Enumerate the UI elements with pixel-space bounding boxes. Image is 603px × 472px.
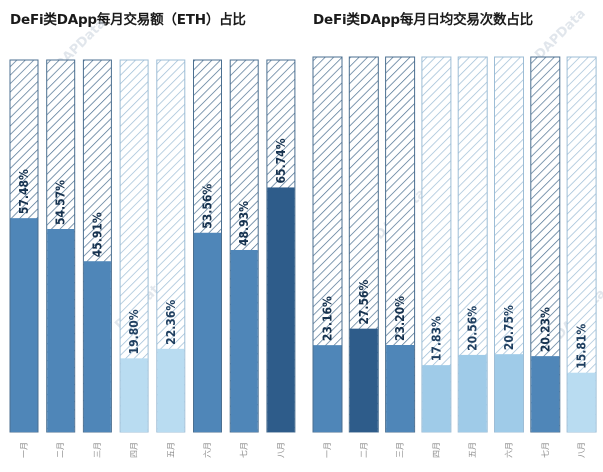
data-label: 23.20% [393,296,407,341]
data-label: 65.74% [274,138,288,183]
bar [458,354,487,432]
data-label: 20.75% [502,305,516,350]
data-label: 20.23% [538,307,552,352]
bar [157,348,185,432]
x-tick-label: 六月 [504,442,514,458]
right-chart-title: DeFi类DApp每月日均交易次数占比 [313,12,533,28]
bar [47,228,75,432]
x-tick-label: 六月 [202,442,212,458]
x-tick-label: 七月 [240,442,249,458]
left-chart-title: DeFi类DApp每月交易额（ETH）占比 [10,12,246,28]
bar [230,249,258,432]
data-label: 48.93% [237,201,251,246]
x-tick-label: 八月 [577,442,586,458]
x-tick-label: 二月 [359,442,368,458]
x-tick-label: 七月 [541,442,550,458]
x-tick-label: 一月 [20,442,29,458]
bar [567,372,596,432]
bar [386,345,415,432]
bar [349,328,378,432]
data-label: 15.81% [575,324,589,369]
bar [267,187,295,432]
x-tick-label: 二月 [56,442,65,458]
bar [422,365,451,432]
bar [313,345,342,432]
x-tick-label: 三月 [93,442,102,458]
watermark: DAPData [532,6,589,63]
right-chart: 23.16% 一月 27.56% 二月 23.20% 三月 17.83% 四月 20.56% 五月… [312,56,597,458]
data-label: 45.91% [90,212,104,257]
data-label: 54.57% [54,180,68,225]
x-tick-label: 一月 [323,442,332,458]
bar [531,356,560,432]
data-label: 19.80% [127,309,141,354]
bar [194,232,221,432]
data-label: 27.56% [357,280,371,325]
x-tick-label: 八月 [276,442,285,458]
bar [120,358,148,432]
data-label: 22.36% [164,300,178,345]
x-tick-label: 五月 [166,442,175,458]
bar [10,218,38,432]
left-chart: 57.48% 一月 54.57% 二月 45.91% 三月 19.80% 四月 22.36% 五月… [9,59,296,458]
data-label: 20.56% [466,306,480,351]
data-label: 17.83% [429,316,443,361]
data-label: 53.56% [201,184,215,229]
data-label: 57.48% [17,169,31,214]
bar-remainder [566,56,597,433]
x-tick-label: 五月 [468,442,477,458]
x-tick-label: 四月 [130,442,139,458]
bar [83,261,111,432]
bar [495,354,523,432]
x-tick-label: 三月 [396,442,405,458]
x-tick-label: 四月 [432,442,441,458]
data-label: 23.16% [321,296,335,341]
